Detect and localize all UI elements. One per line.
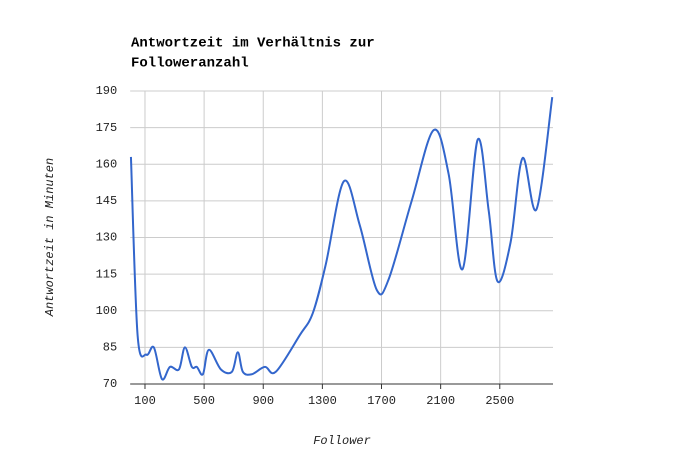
y-tick-label: 190 <box>96 84 118 98</box>
x-tick-label: 500 <box>193 394 215 408</box>
data-line <box>129 96 554 381</box>
y-tick-label: 130 <box>96 231 118 245</box>
x-tick-label: 1300 <box>308 394 337 408</box>
y-tick-label: 70 <box>103 377 117 391</box>
chart-title: Antwortzeit im Verhältnis zur <box>131 36 375 52</box>
y-tick-label: 100 <box>96 304 118 318</box>
x-tick-label: 2100 <box>426 394 455 408</box>
y-tick-label: 175 <box>96 121 118 135</box>
x-tick-label: 100 <box>134 394 156 408</box>
x-axis-label: Follower <box>313 434 371 448</box>
chart-title: Followeranzahl <box>131 56 249 72</box>
x-tick-label: 2500 <box>485 394 514 408</box>
y-tick-label: 160 <box>96 157 118 171</box>
x-tick-label: 900 <box>252 394 274 408</box>
y-axis-label: Antwortzeit in Minuten <box>43 158 57 317</box>
y-tick-label: 145 <box>96 194 118 208</box>
y-tick-label: 85 <box>103 341 117 355</box>
x-tick-label: 1700 <box>367 394 396 408</box>
y-tick-label: 115 <box>96 267 118 281</box>
